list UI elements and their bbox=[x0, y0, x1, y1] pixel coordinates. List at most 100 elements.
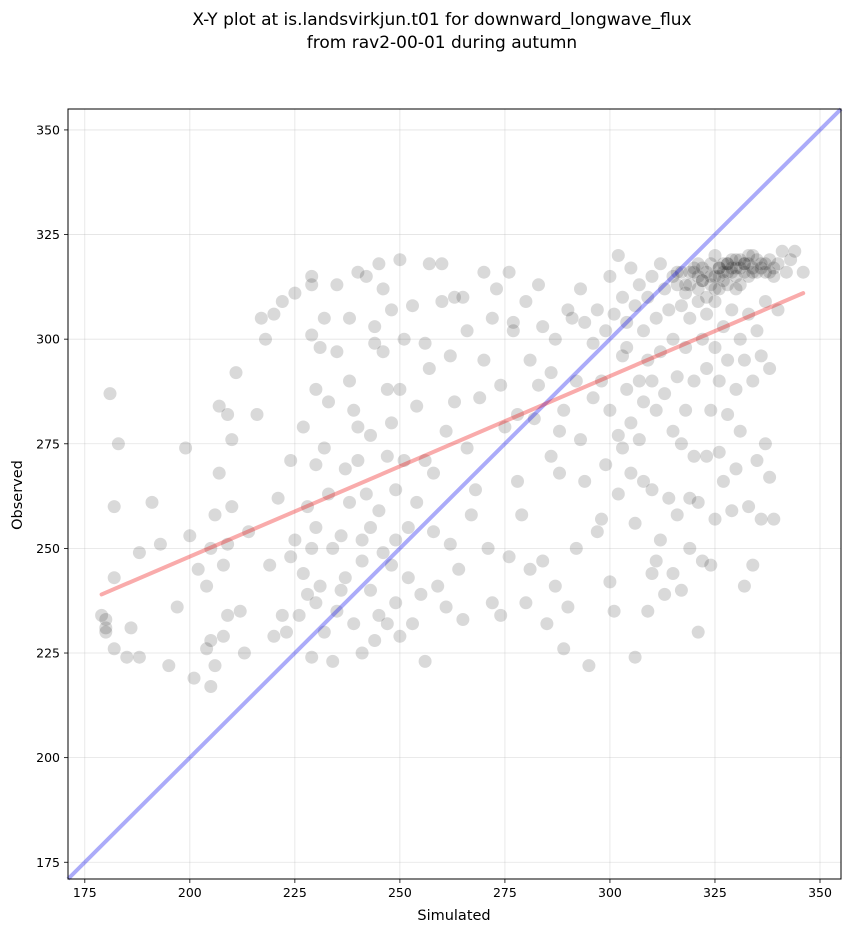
scatter-point bbox=[679, 341, 693, 354]
scatter-point bbox=[716, 265, 730, 279]
scatter-point bbox=[632, 374, 646, 388]
scatter-point bbox=[338, 462, 352, 476]
scatter-point bbox=[372, 504, 386, 518]
scatter-point bbox=[216, 558, 230, 572]
scatter-point bbox=[683, 311, 697, 325]
grid-lines bbox=[68, 109, 841, 879]
scatter-point bbox=[477, 353, 491, 367]
scatter-point bbox=[716, 474, 730, 488]
scatter-point bbox=[708, 282, 722, 296]
scatter-point bbox=[502, 550, 516, 564]
scatter-point bbox=[536, 320, 550, 334]
scatter-point bbox=[107, 571, 121, 585]
scatter-point bbox=[477, 265, 491, 279]
scatter-point bbox=[666, 269, 680, 283]
scatter-point bbox=[746, 558, 760, 572]
scatter-point bbox=[284, 550, 298, 564]
scatter-point bbox=[372, 257, 386, 271]
scatter-point bbox=[586, 391, 600, 405]
scatter-point bbox=[280, 625, 293, 639]
scatter-point bbox=[712, 374, 726, 388]
scatter-point bbox=[620, 382, 634, 396]
scatter-point bbox=[435, 257, 449, 271]
scatter-point bbox=[666, 424, 680, 438]
scatter-point bbox=[687, 449, 701, 463]
scatter-point bbox=[712, 269, 726, 283]
scatter-point bbox=[632, 278, 646, 292]
scatter-point bbox=[742, 307, 756, 321]
scatter-point bbox=[204, 541, 218, 555]
scatter-point bbox=[422, 257, 436, 271]
scatter-point bbox=[111, 437, 125, 451]
scatter-point bbox=[733, 424, 747, 438]
scatter-point bbox=[603, 269, 617, 283]
scatter-point bbox=[153, 537, 167, 551]
scatter-point bbox=[305, 278, 319, 292]
scatter-point bbox=[364, 521, 377, 534]
scatter-point bbox=[578, 315, 592, 329]
scatter-point bbox=[746, 374, 760, 388]
scatter-point bbox=[645, 374, 659, 388]
scatter-point bbox=[590, 303, 604, 317]
scatter-point bbox=[750, 454, 764, 467]
scatter-point bbox=[721, 408, 735, 421]
scatter-point bbox=[309, 458, 323, 472]
scatter-point bbox=[679, 403, 693, 417]
scatter-point bbox=[733, 332, 747, 346]
scatter-point bbox=[305, 650, 319, 664]
scatter-point bbox=[322, 487, 335, 501]
scatter-point bbox=[506, 324, 520, 338]
scatter-point bbox=[704, 269, 718, 283]
scatter-point bbox=[746, 261, 760, 275]
scatter-point bbox=[586, 336, 600, 350]
scatter-point bbox=[742, 269, 756, 283]
scatter-point bbox=[754, 512, 768, 526]
scatter-point bbox=[788, 244, 802, 258]
scatter-point bbox=[410, 399, 424, 413]
scatter-point bbox=[208, 659, 222, 673]
scatter-point bbox=[725, 504, 739, 518]
scatter-point bbox=[611, 487, 625, 501]
scatter-point bbox=[490, 282, 503, 296]
scatter-point bbox=[389, 596, 403, 610]
scatter-point bbox=[427, 525, 440, 539]
scatter-point bbox=[620, 341, 634, 354]
scatter-point bbox=[670, 508, 684, 522]
scatter-point bbox=[758, 437, 772, 451]
scatter-point bbox=[309, 521, 323, 534]
scatter-point bbox=[212, 399, 226, 413]
scatter-point bbox=[670, 278, 684, 292]
scatter-point bbox=[569, 374, 583, 388]
scatter-point bbox=[691, 269, 705, 283]
scatter-point bbox=[704, 257, 718, 271]
scatter-point bbox=[443, 349, 457, 363]
y-tick-label: 175 bbox=[36, 855, 60, 870]
scatter-point bbox=[607, 604, 621, 618]
scatter-point bbox=[368, 320, 382, 334]
scatter-point bbox=[708, 512, 722, 526]
scatter-point bbox=[347, 617, 361, 631]
x-tick-label: 175 bbox=[73, 885, 97, 900]
scatter-point bbox=[376, 345, 390, 359]
scatter-point bbox=[343, 311, 356, 325]
scatter-point bbox=[674, 265, 688, 279]
scatter-point bbox=[532, 278, 545, 292]
scatter-point bbox=[443, 537, 457, 551]
scatter-point bbox=[259, 332, 272, 346]
scatter-point bbox=[712, 261, 726, 275]
scatter-point bbox=[767, 269, 781, 283]
scatter-point bbox=[494, 608, 508, 622]
scatter-point bbox=[237, 646, 251, 660]
scatter-point bbox=[716, 257, 730, 271]
plot-frame bbox=[67, 108, 842, 880]
scatter-point bbox=[254, 311, 268, 325]
scatter-point bbox=[435, 295, 449, 308]
scatter-point bbox=[439, 600, 453, 614]
scatter-point bbox=[742, 249, 756, 262]
scatter-point bbox=[641, 353, 655, 367]
scatter-point bbox=[380, 449, 394, 463]
scatter-point bbox=[729, 462, 743, 476]
scatter-point bbox=[179, 441, 193, 455]
scatter-point bbox=[380, 382, 394, 396]
